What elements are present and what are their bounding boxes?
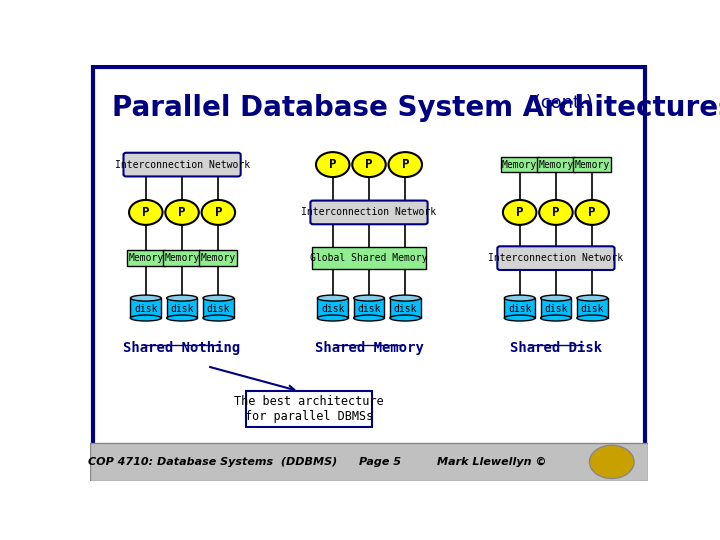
- Circle shape: [590, 446, 634, 478]
- Ellipse shape: [203, 315, 234, 321]
- FancyBboxPatch shape: [90, 443, 648, 481]
- Circle shape: [202, 200, 235, 225]
- Bar: [203, 298, 234, 318]
- Text: Global Shared Memory: Global Shared Memory: [310, 253, 428, 263]
- Text: P: P: [552, 206, 559, 219]
- Text: disk: disk: [321, 304, 344, 314]
- Text: Memory: Memory: [164, 253, 199, 263]
- Text: P: P: [516, 206, 523, 219]
- Text: disk: disk: [580, 304, 604, 314]
- Text: P: P: [329, 158, 336, 171]
- Bar: [390, 298, 420, 318]
- Text: disk: disk: [207, 304, 230, 314]
- Ellipse shape: [577, 315, 608, 321]
- Circle shape: [539, 200, 572, 225]
- Text: Page 5: Page 5: [359, 457, 401, 467]
- Bar: [354, 298, 384, 318]
- Bar: [577, 298, 608, 318]
- Text: Shared Memory: Shared Memory: [315, 341, 423, 355]
- Bar: [199, 250, 238, 266]
- Ellipse shape: [167, 315, 197, 321]
- Text: disk: disk: [508, 304, 531, 314]
- Ellipse shape: [504, 295, 535, 301]
- Text: P: P: [402, 158, 409, 171]
- Text: Memory: Memory: [502, 160, 537, 170]
- Text: Shared Disk: Shared Disk: [510, 341, 602, 355]
- Bar: [541, 298, 571, 318]
- Ellipse shape: [390, 315, 420, 321]
- Text: Interconnection Network: Interconnection Network: [302, 207, 436, 218]
- Text: Mark Llewellyn ©: Mark Llewellyn ©: [437, 457, 546, 467]
- Text: Interconnection Network: Interconnection Network: [114, 160, 250, 170]
- Ellipse shape: [130, 295, 161, 301]
- FancyBboxPatch shape: [310, 200, 428, 224]
- Bar: [537, 157, 575, 172]
- Text: P: P: [215, 206, 222, 219]
- Circle shape: [389, 152, 422, 177]
- Bar: [127, 250, 165, 266]
- Text: P: P: [179, 206, 186, 219]
- FancyBboxPatch shape: [246, 391, 372, 427]
- Ellipse shape: [577, 295, 608, 301]
- Text: disk: disk: [394, 304, 417, 314]
- Ellipse shape: [504, 315, 535, 321]
- FancyBboxPatch shape: [498, 246, 615, 270]
- Text: Memory: Memory: [539, 160, 574, 170]
- Ellipse shape: [390, 295, 420, 301]
- FancyBboxPatch shape: [93, 67, 645, 478]
- FancyBboxPatch shape: [312, 247, 426, 269]
- Text: P: P: [142, 206, 150, 219]
- Bar: [167, 298, 197, 318]
- Text: The best architecture
for parallel DBMSs: The best architecture for parallel DBMSs: [234, 395, 384, 423]
- Circle shape: [575, 200, 609, 225]
- FancyBboxPatch shape: [124, 153, 240, 177]
- Ellipse shape: [541, 315, 571, 321]
- Ellipse shape: [318, 295, 348, 301]
- Ellipse shape: [203, 295, 234, 301]
- Text: P: P: [365, 158, 373, 171]
- Ellipse shape: [354, 315, 384, 321]
- Text: Memory: Memory: [128, 253, 163, 263]
- Bar: [504, 298, 535, 318]
- Text: disk: disk: [134, 304, 158, 314]
- Text: COP 4710: Database Systems  (DDBMS): COP 4710: Database Systems (DDBMS): [88, 457, 338, 467]
- Bar: [318, 298, 348, 318]
- Text: disk: disk: [544, 304, 567, 314]
- Text: (cont.): (cont.): [528, 94, 593, 112]
- Circle shape: [316, 152, 349, 177]
- Text: P: P: [588, 206, 596, 219]
- Bar: [573, 157, 611, 172]
- Bar: [500, 157, 539, 172]
- Circle shape: [129, 200, 163, 225]
- Circle shape: [352, 152, 386, 177]
- Text: Parallel Database System Architectures: Parallel Database System Architectures: [112, 94, 720, 122]
- Text: disk: disk: [357, 304, 381, 314]
- Ellipse shape: [318, 315, 348, 321]
- Bar: [163, 250, 201, 266]
- Circle shape: [166, 200, 199, 225]
- Ellipse shape: [354, 295, 384, 301]
- Text: Interconnection Network: Interconnection Network: [488, 253, 624, 263]
- Ellipse shape: [167, 295, 197, 301]
- Ellipse shape: [130, 315, 161, 321]
- Text: Memory: Memory: [201, 253, 236, 263]
- Bar: [130, 298, 161, 318]
- Text: Memory: Memory: [575, 160, 610, 170]
- Text: Shared Nothing: Shared Nothing: [123, 341, 240, 355]
- Ellipse shape: [541, 295, 571, 301]
- Text: disk: disk: [171, 304, 194, 314]
- Circle shape: [503, 200, 536, 225]
